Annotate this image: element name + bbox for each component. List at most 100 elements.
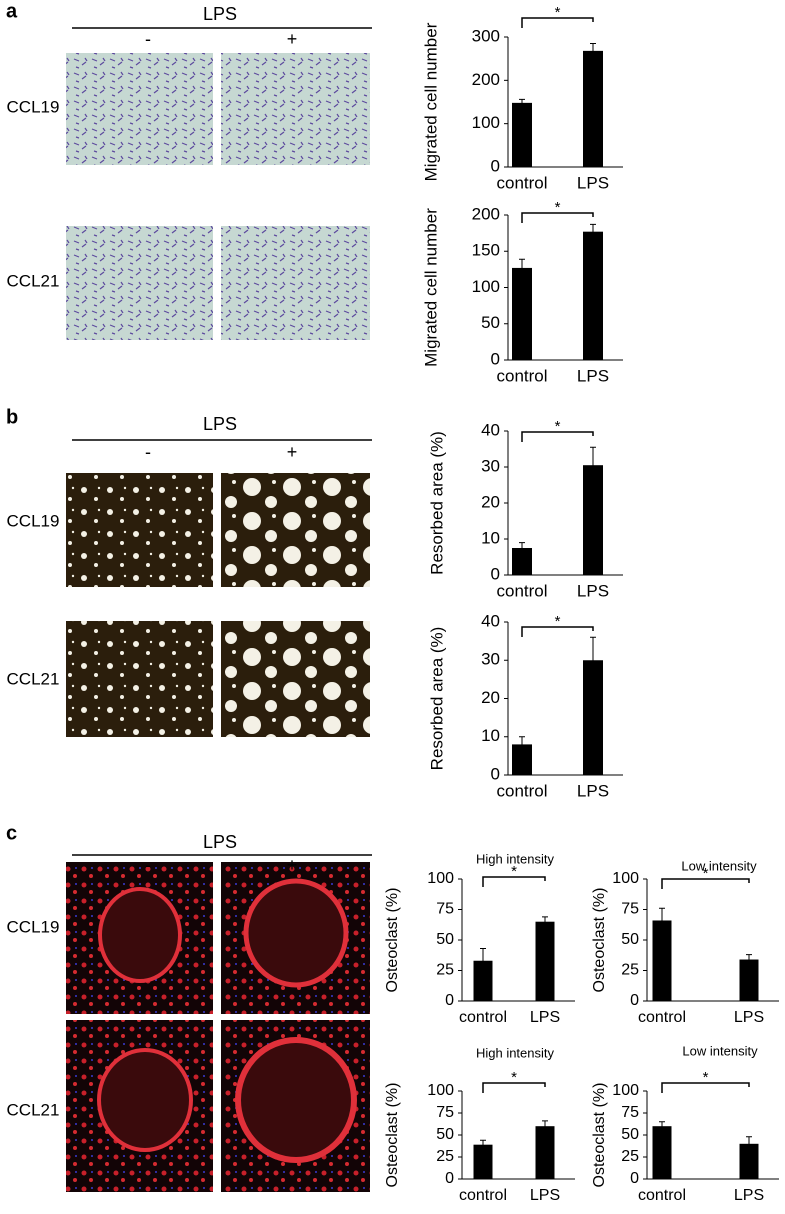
error-bar [746, 1136, 752, 1151]
micrograph [221, 621, 370, 737]
significance-mark: * [555, 613, 561, 630]
significance-mark: * [703, 865, 709, 882]
condition-label: - [145, 29, 151, 49]
micrograph [221, 53, 370, 165]
y-tick-label: 0 [491, 156, 500, 175]
y-tick-label: 100 [472, 277, 500, 296]
condition-label: + [287, 29, 298, 49]
y-tick-label: 0 [491, 349, 500, 368]
y-axis-label: Osteoclast (%) [591, 888, 608, 993]
bar [473, 960, 493, 1001]
y-tick-label: 20 [481, 688, 500, 707]
y-tick-label: 150 [472, 241, 500, 260]
y-tick-label: 0 [630, 992, 639, 1009]
y-tick-label: 20 [481, 492, 500, 511]
y-axis-label: Resorbed area (%) [427, 627, 446, 771]
y-axis-label: Osteoclast (%) [384, 888, 401, 993]
x-tick-label: control [638, 1187, 686, 1204]
bar [652, 1126, 672, 1179]
bar [583, 50, 603, 167]
osteoclast [97, 1048, 193, 1152]
y-tick-label: 50 [621, 931, 639, 948]
y-tick-label: 200 [472, 204, 500, 223]
y-tick-label: 25 [436, 962, 454, 979]
y-tick-label: 50 [481, 313, 500, 332]
row-label: CCL19 [7, 917, 60, 936]
y-tick-label: 100 [427, 870, 454, 887]
significance-bracket [661, 878, 750, 889]
significance-bracket [521, 17, 594, 28]
condition-label: - [145, 855, 151, 875]
y-tick-label: 40 [481, 420, 500, 439]
significance-bracket [521, 626, 594, 637]
y-tick-label: 25 [436, 1148, 454, 1165]
significance-mark: * [703, 1069, 709, 1086]
error-bar [659, 907, 665, 933]
bar [583, 465, 603, 575]
x-tick-label: LPS [734, 1187, 764, 1204]
y-axis-label: Osteoclast (%) [384, 1083, 401, 1188]
y-axis-label: Migrated cell number [421, 208, 440, 367]
significance-bracket [521, 212, 594, 223]
y-tick-label: 40 [481, 611, 500, 630]
error-bar [519, 98, 525, 107]
bar [512, 744, 532, 775]
bar [473, 1144, 493, 1179]
error-bar [519, 258, 525, 277]
y-tick-label: 10 [481, 528, 500, 547]
bar [739, 959, 759, 1001]
bar [535, 921, 555, 1001]
bar [512, 102, 532, 167]
error-bar [480, 1139, 486, 1150]
y-tick-label: 75 [436, 901, 454, 918]
x-tick-label: control [496, 781, 547, 800]
condition-label: - [145, 442, 151, 462]
error-bar [590, 43, 596, 59]
x-tick-label: LPS [530, 1187, 560, 1204]
panel-header: LPS [203, 414, 237, 434]
y-tick-label: 50 [621, 1126, 639, 1143]
x-tick-label: LPS [577, 581, 609, 600]
panel-header: LPS [203, 4, 237, 24]
y-tick-label: 100 [612, 1082, 639, 1099]
y-tick-label: 75 [621, 1104, 639, 1121]
bar [583, 231, 603, 360]
x-tick-label: control [496, 581, 547, 600]
bar [652, 920, 672, 1001]
x-tick-label: control [459, 1009, 507, 1026]
y-tick-label: 10 [481, 726, 500, 745]
bar [535, 1126, 555, 1179]
osteoclast [98, 887, 182, 983]
y-tick-label: 100 [472, 113, 500, 132]
bar [583, 660, 603, 775]
y-tick-label: 75 [436, 1104, 454, 1121]
y-tick-label: 0 [491, 764, 500, 783]
y-axis-label: Osteoclast (%) [591, 1083, 608, 1188]
micrograph [66, 473, 213, 587]
error-bar [590, 446, 596, 484]
x-tick-label: control [496, 173, 547, 192]
significance-mark: * [555, 199, 561, 216]
chart-title: Low intensity [681, 858, 757, 873]
micrograph [66, 621, 213, 737]
row-label: CCL19 [7, 97, 60, 116]
chart-title: High intensity [476, 1045, 555, 1060]
micrograph [66, 226, 213, 340]
significance-mark: * [511, 1069, 517, 1086]
error-bar [480, 948, 486, 973]
y-tick-label: 50 [436, 931, 454, 948]
chart-title: High intensity [476, 851, 555, 866]
x-tick-label: LPS [577, 366, 609, 385]
panel-letter: c [6, 822, 17, 844]
row-label: CCL19 [7, 511, 60, 530]
y-tick-label: 300 [472, 26, 500, 45]
x-tick-label: control [459, 1187, 507, 1204]
y-tick-label: 0 [445, 992, 454, 1009]
error-bar [542, 916, 548, 927]
x-tick-label: control [638, 1009, 686, 1026]
error-bar [590, 636, 596, 684]
y-tick-label: 30 [481, 650, 500, 669]
y-tick-label: 0 [445, 1170, 454, 1187]
error-bar [746, 954, 752, 965]
condition-label: + [287, 442, 298, 462]
